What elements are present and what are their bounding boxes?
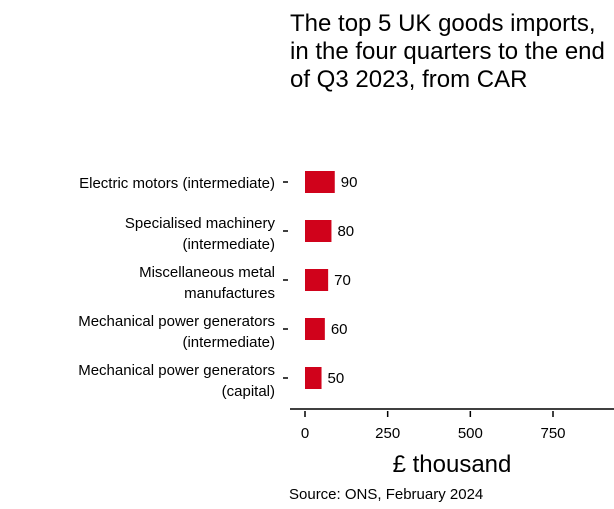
data-label: 60: [331, 321, 348, 338]
x-tick-label: 0: [301, 425, 309, 442]
data-label: 50: [328, 370, 345, 387]
x-tick-label: 500: [458, 425, 483, 442]
bar: [305, 171, 335, 193]
x-tick-label: 250: [375, 425, 400, 442]
bar: [305, 220, 332, 242]
category-label: Mechanical power generators: [78, 362, 275, 379]
category-label: Electric motors (intermediate): [79, 175, 275, 192]
bar: [305, 318, 325, 340]
category-label: (intermediate): [182, 236, 275, 253]
category-label: Mechanical power generators: [78, 313, 275, 330]
x-axis-title: £ thousand: [393, 451, 512, 478]
category-label: (intermediate): [182, 334, 275, 351]
data-label: 90: [341, 174, 358, 191]
bar: [305, 269, 329, 291]
category-label: (capital): [222, 383, 275, 400]
data-label: 70: [334, 272, 351, 289]
chart-title: The top 5 UK goods imports, in the four …: [290, 10, 605, 93]
x-tick-label: 750: [540, 425, 565, 442]
data-label: 80: [337, 223, 354, 240]
bar-chart: Electric motors (intermediate) 90 Speciali…: [78, 171, 614, 478]
category-label: Miscellaneous metal: [139, 264, 275, 281]
bar: [305, 367, 322, 389]
category-label: manufactures: [184, 285, 275, 302]
category-label: Specialised machinery: [125, 215, 276, 232]
source-note: Source: ONS, February 2024: [289, 486, 484, 503]
